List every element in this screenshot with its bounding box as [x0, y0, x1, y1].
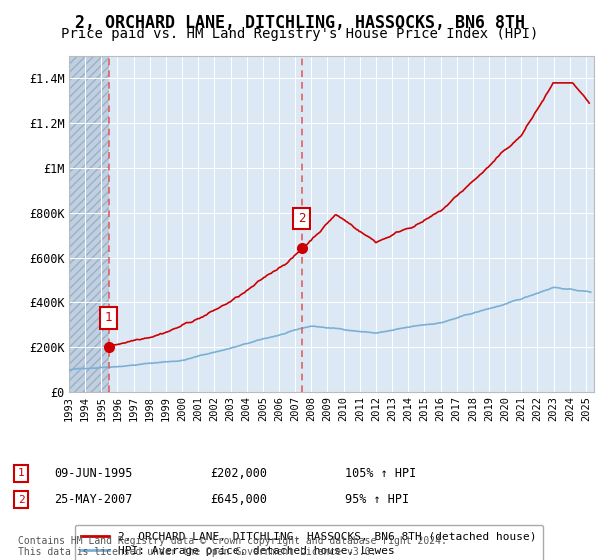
Legend: 2, ORCHARD LANE, DITCHLING, HASSOCKS, BN6 8TH (detached house), HPI: Average pri: 2, ORCHARD LANE, DITCHLING, HASSOCKS, BN…	[74, 525, 543, 560]
Text: 25-MAY-2007: 25-MAY-2007	[54, 493, 133, 506]
Text: 1: 1	[105, 311, 112, 324]
Text: Price paid vs. HM Land Registry's House Price Index (HPI): Price paid vs. HM Land Registry's House …	[61, 27, 539, 41]
Text: 2: 2	[298, 212, 305, 225]
Text: 09-JUN-1995: 09-JUN-1995	[54, 466, 133, 480]
Text: 2: 2	[17, 494, 25, 505]
Text: 95% ↑ HPI: 95% ↑ HPI	[345, 493, 409, 506]
Text: Contains HM Land Registry data © Crown copyright and database right 2024.
This d: Contains HM Land Registry data © Crown c…	[18, 535, 447, 557]
Text: 105% ↑ HPI: 105% ↑ HPI	[345, 466, 416, 480]
Text: 2, ORCHARD LANE, DITCHLING, HASSOCKS, BN6 8TH: 2, ORCHARD LANE, DITCHLING, HASSOCKS, BN…	[75, 14, 525, 32]
Text: £645,000: £645,000	[210, 493, 267, 506]
Text: 1: 1	[17, 468, 25, 478]
Bar	[69, 56, 109, 392]
Text: £202,000: £202,000	[210, 466, 267, 480]
